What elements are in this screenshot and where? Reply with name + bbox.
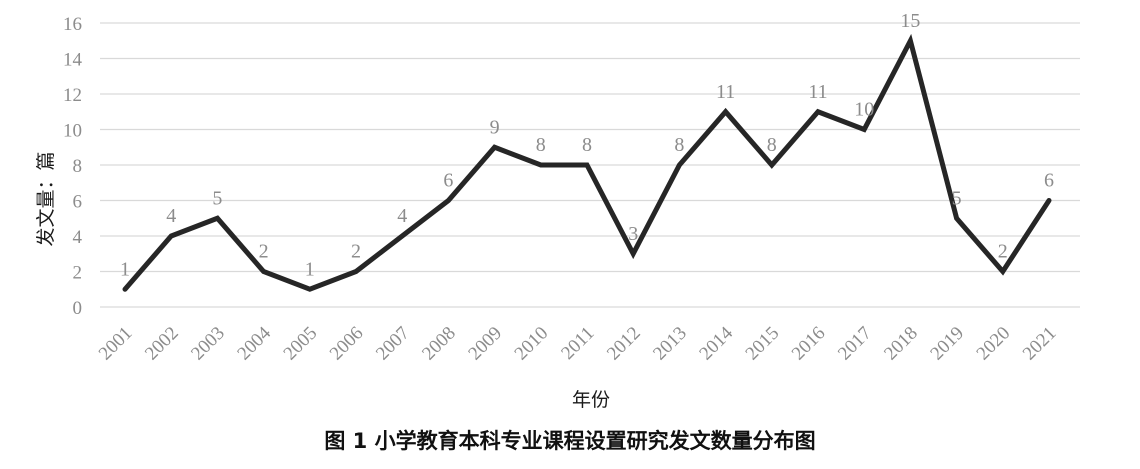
y-tick-label: 4 <box>73 227 83 248</box>
data-label: 2 <box>351 241 361 263</box>
x-tick-label: 2006 <box>326 323 368 365</box>
x-tick-label: 2002 <box>141 323 183 365</box>
y-tick-label: 10 <box>63 121 82 142</box>
x-tick-label: 2003 <box>187 323 229 365</box>
y-tick-label: 14 <box>63 50 83 71</box>
data-label: 1 <box>120 258 130 280</box>
x-tick-label: 2005 <box>280 323 322 365</box>
data-label: 15 <box>900 10 920 32</box>
x-tick-label: 2021 <box>1019 323 1061 365</box>
data-label: 8 <box>674 134 684 156</box>
y-axis-title: 发文量：篇 <box>35 151 57 246</box>
x-tick-label: 2011 <box>557 323 598 364</box>
x-tick-label: 2004 <box>233 322 275 364</box>
data-label: 6 <box>1044 170 1054 192</box>
x-tick-label: 2014 <box>695 322 737 364</box>
x-tick-label: 2018 <box>880 323 922 365</box>
x-axis-title: 年份 <box>572 389 610 411</box>
data-label: 4 <box>166 205 176 227</box>
x-tick-label: 2013 <box>649 323 691 365</box>
data-label: 2 <box>998 241 1008 263</box>
x-tick-label: 2017 <box>834 323 876 365</box>
y-tick-label: 2 <box>73 263 83 284</box>
y-tick-label: 0 <box>73 298 83 319</box>
figure-caption: 图 1 小学教育本科专业课程设置研究发文数量分布图 <box>324 429 816 453</box>
data-label: 5 <box>952 187 962 209</box>
x-tick-label: 2016 <box>788 323 830 365</box>
x-tick-label: 2007 <box>372 323 414 365</box>
data-label: 2 <box>259 241 269 263</box>
data-label: 6 <box>443 170 453 192</box>
y-tick-label: 8 <box>73 156 83 177</box>
x-axis-ticks: 2001 2002 2003 2004 2005 2006 2007 2008 2009 2010… <box>95 322 1061 364</box>
data-label: 9 <box>490 116 500 138</box>
x-tick-label: 2020 <box>973 323 1015 365</box>
gridlines <box>100 22 1080 308</box>
x-tick-label: 2001 <box>95 323 137 365</box>
y-tick-label: 6 <box>73 192 83 213</box>
y-tick-label: 12 <box>63 85 82 106</box>
data-label: 1 <box>305 258 315 280</box>
x-tick-label: 2012 <box>603 323 645 365</box>
data-label: 11 <box>808 81 827 103</box>
data-labels: 1 4 5 2 1 2 4 6 9 8 8 3 8 11 8 11 10 15 5 2 6 <box>120 10 1054 281</box>
data-label: 3 <box>628 223 638 245</box>
data-label: 8 <box>536 134 546 156</box>
data-label: 8 <box>767 134 777 156</box>
data-label: 11 <box>716 81 735 103</box>
x-tick-label: 2009 <box>464 323 506 365</box>
x-tick-label: 2015 <box>742 323 784 365</box>
data-label: 10 <box>854 99 874 121</box>
y-axis-ticks: 0 2 4 6 8 10 12 14 16 <box>63 14 83 319</box>
data-label: 8 <box>582 134 592 156</box>
data-label: 4 <box>397 205 407 227</box>
x-tick-label: 2019 <box>926 323 968 365</box>
x-tick-label: 2010 <box>511 323 553 365</box>
x-tick-label: 2008 <box>418 323 460 365</box>
data-label: 5 <box>212 187 222 209</box>
y-tick-label: 16 <box>63 14 82 35</box>
series-line <box>122 33 1052 292</box>
